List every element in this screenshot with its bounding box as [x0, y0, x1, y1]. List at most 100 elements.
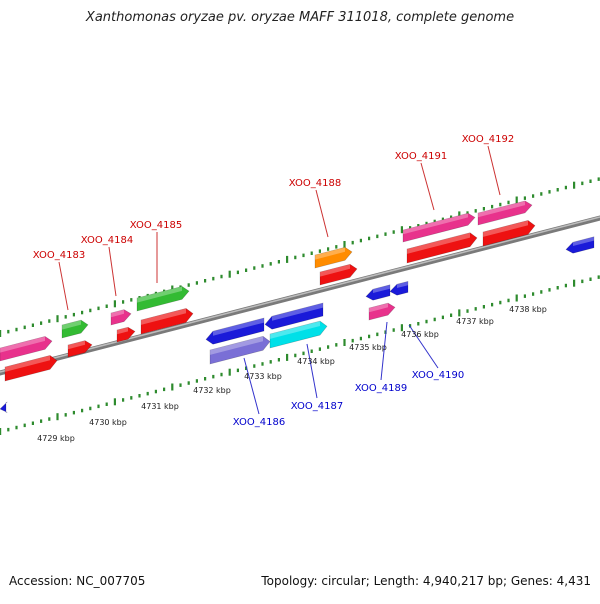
- major-tick: [228, 270, 231, 278]
- minor-tick: [532, 194, 535, 198]
- gene-feature-highlight: [5, 355, 50, 372]
- major-tick: [56, 413, 59, 421]
- gene-feature-highlight: [141, 308, 186, 325]
- gene-feature: [482, 220, 536, 247]
- minor-tick: [23, 423, 26, 428]
- scale-label: 4733 kbp: [244, 372, 282, 381]
- minor-tick: [40, 419, 43, 423]
- major-tick: [515, 294, 518, 302]
- minor-tick: [64, 315, 67, 319]
- gene-feature-highlight: [369, 303, 388, 313]
- scale-label: 4732 kbp: [193, 386, 231, 395]
- gene-feature: [205, 317, 265, 345]
- gene-feature: [116, 326, 136, 343]
- gene-feature: [477, 200, 533, 226]
- minor-tick: [540, 192, 543, 196]
- major-tick: [458, 211, 461, 219]
- leader-line: [487, 145, 501, 196]
- gene-label-upper: XOO_4184: [81, 235, 133, 246]
- gene-feature-highlight: [213, 318, 264, 336]
- minor-tick: [48, 319, 51, 323]
- minor-tick: [220, 274, 223, 279]
- feature-red-2: [67, 340, 93, 358]
- minor-tick: [474, 209, 477, 213]
- gene-label-lower: XOO_4189: [355, 383, 407, 394]
- major-tick: [228, 368, 231, 376]
- minor-tick: [302, 351, 305, 356]
- gene-feature: [67, 340, 93, 358]
- leader-line: [315, 189, 329, 238]
- gene-feature-highlight: [478, 200, 525, 218]
- minor-tick: [302, 253, 305, 258]
- major-tick: [0, 330, 2, 337]
- lower-tick-track: [0, 275, 600, 435]
- minor-tick: [81, 310, 84, 315]
- major-tick: [400, 226, 403, 234]
- minor-tick: [245, 268, 248, 272]
- gene-feature: [140, 308, 194, 335]
- minor-tick: [466, 211, 469, 215]
- minor-tick: [433, 317, 436, 322]
- minor-tick: [474, 307, 477, 311]
- gene-feature-highlight: [315, 247, 345, 260]
- minor-tick: [31, 323, 34, 327]
- accession-text: Accession: NC_007705: [9, 574, 146, 588]
- scale-label: 4729 kbp: [37, 434, 75, 443]
- minor-tick: [597, 177, 600, 181]
- minor-tick: [154, 389, 157, 394]
- minor-tick: [318, 347, 321, 351]
- minor-tick: [7, 329, 10, 334]
- minor-tick: [450, 313, 453, 317]
- gene-feature-highlight: [573, 236, 594, 246]
- scale-label: 4731 kbp: [141, 402, 179, 411]
- minor-tick: [97, 404, 100, 409]
- major-tick: [573, 279, 576, 287]
- minor-tick: [195, 379, 198, 383]
- minor-tick: [64, 413, 67, 417]
- leader-line: [108, 246, 117, 297]
- minor-tick: [548, 288, 551, 292]
- minor-tick: [359, 238, 362, 243]
- major-tick: [573, 181, 576, 189]
- feature-red-3: [116, 326, 136, 343]
- gene-features: [0, 200, 595, 413]
- gene-feature: [365, 284, 391, 301]
- feature-blue-2: [264, 302, 324, 330]
- minor-tick: [556, 188, 559, 192]
- gene-label-upper: XOO_4192: [462, 134, 514, 145]
- minor-tick: [294, 353, 297, 358]
- minor-tick: [245, 366, 248, 370]
- scale-label: 4730 kbp: [89, 418, 127, 427]
- major-tick: [400, 324, 403, 332]
- minor-tick: [138, 394, 141, 398]
- feature-red-4: [140, 308, 194, 335]
- minor-tick: [40, 321, 43, 325]
- minor-tick: [597, 275, 600, 279]
- gene-feature: [402, 212, 476, 243]
- minor-tick: [564, 185, 567, 190]
- minor-tick: [540, 290, 543, 294]
- gene-feature-highlight: [210, 336, 263, 355]
- feature-pink-4: [477, 200, 533, 226]
- genome-summary-text: Topology: circular; Length: 4,940,217 bp…: [261, 574, 591, 588]
- minor-tick: [105, 402, 108, 406]
- gene-feature: [406, 232, 478, 264]
- minor-tick: [130, 396, 133, 400]
- major-tick: [515, 196, 518, 204]
- minor-tick: [368, 236, 371, 241]
- minor-tick: [122, 300, 125, 304]
- minor-tick: [482, 305, 485, 309]
- upper-tick-track: [0, 177, 600, 337]
- minor-tick: [72, 312, 75, 317]
- major-tick: [343, 241, 346, 248]
- minor-tick: [31, 421, 34, 425]
- gene-feature: [269, 320, 328, 349]
- gene-feature: [0, 401, 8, 413]
- minor-tick: [97, 306, 100, 311]
- gene-label-lower: XOO_4187: [291, 401, 343, 412]
- minor-tick: [163, 387, 166, 392]
- gene-feature-highlight: [397, 281, 408, 288]
- major-tick: [56, 315, 59, 323]
- gene-feature: [0, 336, 53, 362]
- minor-tick: [261, 362, 264, 366]
